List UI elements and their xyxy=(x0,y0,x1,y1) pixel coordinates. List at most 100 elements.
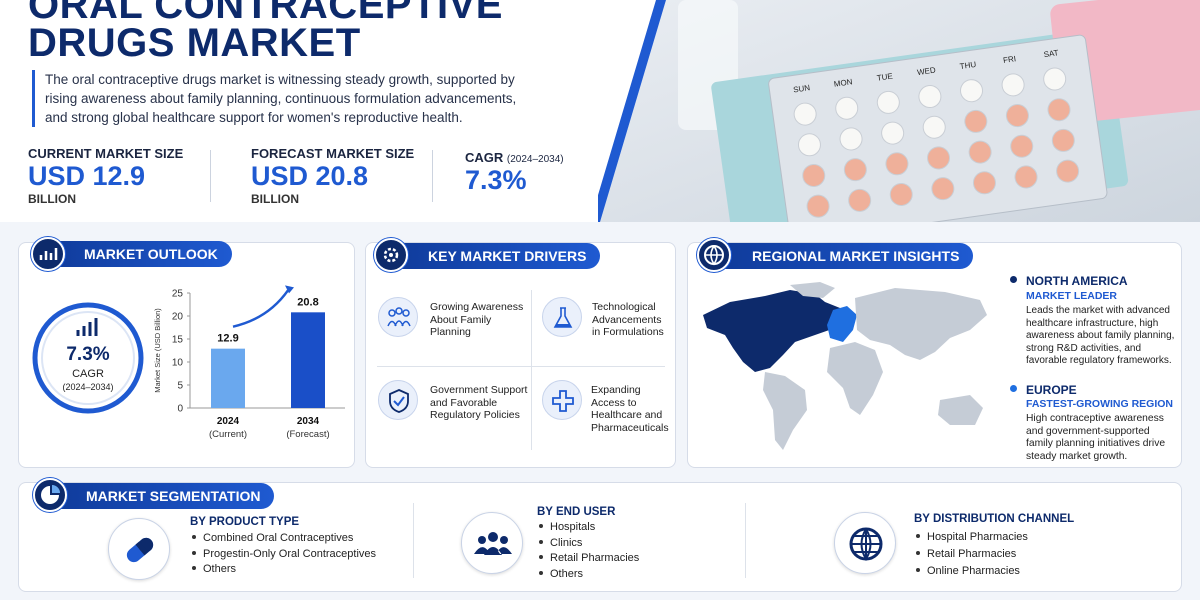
pill xyxy=(1056,159,1080,183)
pill xyxy=(848,188,872,212)
africa xyxy=(827,342,883,415)
photo-edge xyxy=(598,0,666,222)
segment-list: Combined Oral Contraceptives Progestin-O… xyxy=(190,531,376,578)
value-label: 12.9 xyxy=(217,333,238,345)
pill xyxy=(1010,134,1034,158)
segment-list: Hospital Pharmacies Retail Pharmacies On… xyxy=(914,529,1028,580)
cagr-value: 7.3% xyxy=(66,344,109,365)
world-map xyxy=(703,282,987,450)
pill xyxy=(885,152,909,176)
icon xyxy=(39,248,58,260)
icon xyxy=(383,247,399,263)
region-name: NORTH AMERICA xyxy=(1026,274,1128,288)
cagr-label: CAGR xyxy=(72,368,104,380)
segment-item: Progestin-Only Oral Contraceptives xyxy=(190,547,376,563)
driver-text: Technological Advancements in Formulatio… xyxy=(592,301,664,338)
pill xyxy=(927,146,951,170)
europe xyxy=(827,306,857,342)
x-tick-label: 2034 xyxy=(297,416,320,427)
x-tick-label: 2024 xyxy=(217,416,240,427)
ring-inner xyxy=(41,311,135,405)
pill xyxy=(1051,128,1075,152)
icon xyxy=(76,318,98,336)
stat-value: USD 12.9 xyxy=(28,161,146,191)
cagr-ring: 7.3% CAGR (2024–2034) xyxy=(32,302,144,414)
pill xyxy=(839,127,863,151)
y-tick-label: 0 xyxy=(177,404,183,415)
pill xyxy=(881,121,905,145)
section-title: MARKET SEGMENTATION xyxy=(46,483,275,509)
pill xyxy=(1001,73,1025,97)
driver-text: Government Support and Favorable Regulat… xyxy=(430,384,528,421)
driver-text: Growing Awareness About Family Planning xyxy=(430,301,524,338)
section-icon xyxy=(31,237,65,271)
driver-icon xyxy=(542,380,582,420)
segment-list: Hospitals Clinics Retail Pharmacies Othe… xyxy=(537,520,639,582)
stat-value: USD 20.8 xyxy=(251,161,369,191)
greenland xyxy=(790,282,835,298)
segment-item: Online Pharmacies xyxy=(914,563,1028,580)
section-icon xyxy=(697,238,731,272)
asia xyxy=(855,288,987,360)
region-text: High contraceptive awareness and governm… xyxy=(1026,413,1166,462)
pill xyxy=(889,182,913,206)
segment-item: Retail Pharmacies xyxy=(537,551,639,567)
pill xyxy=(806,194,830,218)
segment-item: Clinics xyxy=(537,536,639,552)
section-title: MARKET OUTLOOK xyxy=(44,241,232,267)
driver-icon xyxy=(542,297,582,337)
title-line: ORAL CONTRACEPTIVE xyxy=(28,0,503,27)
segment-icon xyxy=(108,518,170,580)
day-label: MON xyxy=(833,77,853,89)
segment-item: Retail Pharmacies xyxy=(914,546,1028,563)
segment-item: Hospital Pharmacies xyxy=(914,529,1028,546)
y-tick-label: 10 xyxy=(172,358,184,369)
pill xyxy=(960,79,984,103)
pill xyxy=(918,85,942,109)
drivers-panel xyxy=(365,242,676,468)
stat-unit: BILLION xyxy=(251,192,299,206)
pill xyxy=(964,109,988,133)
trend-arrow xyxy=(232,289,290,328)
title: ORAL CONTRACEPTIVE DRUGS MARKET xyxy=(28,0,503,65)
region-tag: FASTEST-GROWING REGION xyxy=(1026,398,1174,410)
segment-heading: BY END USER xyxy=(537,506,616,518)
x-tick-note: (Forecast) xyxy=(286,429,329,440)
pill xyxy=(922,115,946,139)
y-tick-label: 25 xyxy=(172,289,184,300)
segment-item: Others xyxy=(537,567,639,583)
pink-pack xyxy=(1050,0,1200,124)
region-text: Leads the market with advanced healthcar… xyxy=(1026,305,1175,366)
stat-label: FORECAST MARKET SIZE xyxy=(251,146,415,161)
driver-icon xyxy=(378,380,418,420)
value-label: 20.8 xyxy=(297,296,318,308)
pill xyxy=(968,140,992,164)
stat: FORECAST MARKET SIZE USD 20.8 BILLION xyxy=(251,146,414,206)
x-tick-note: (Current) xyxy=(209,429,247,440)
bar xyxy=(211,348,245,408)
day-label: SAT xyxy=(1043,48,1059,59)
day-label: WED xyxy=(916,66,936,78)
pill xyxy=(1005,104,1029,128)
divider xyxy=(432,150,433,202)
title-line: DRUGS MARKET xyxy=(28,21,361,65)
segment-icon xyxy=(834,512,896,574)
divider xyxy=(377,366,665,367)
day-label: THU xyxy=(959,60,977,71)
pill xyxy=(843,158,867,182)
stat-label: CAGR xyxy=(465,150,504,165)
segment-item: Combined Oral Contraceptives xyxy=(190,531,376,547)
trend-arrowhead xyxy=(285,285,294,294)
australia xyxy=(938,395,983,425)
day-label: TUE xyxy=(876,72,893,83)
pill xyxy=(931,177,955,201)
segment-item: Others xyxy=(190,562,376,578)
stat-value: 7.3% xyxy=(465,165,527,195)
segment-icon xyxy=(461,512,523,574)
divider xyxy=(413,503,414,578)
day-label: SUN xyxy=(793,83,811,94)
icon xyxy=(41,485,60,504)
driver-text: Expanding Access to Healthcare and Pharm… xyxy=(591,384,669,434)
driver-icon xyxy=(378,297,418,337)
